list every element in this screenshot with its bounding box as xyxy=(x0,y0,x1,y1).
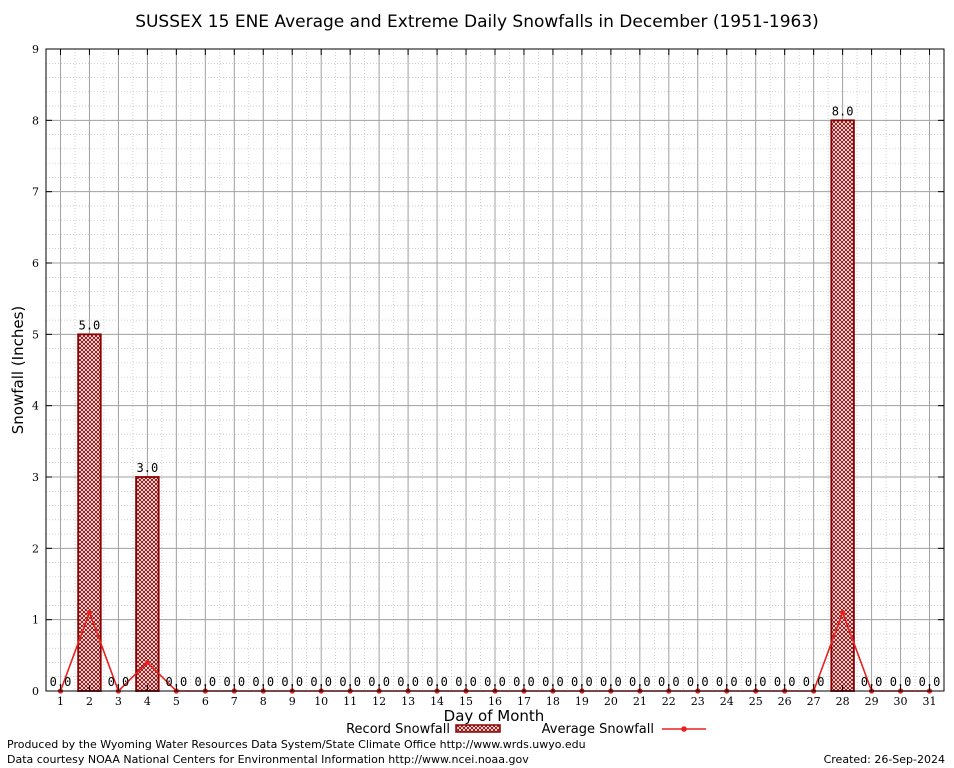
bar-value-label: 0.0 xyxy=(861,675,883,689)
x-tick-label: 18 xyxy=(546,695,560,708)
bar-value-label: 0.0 xyxy=(658,675,680,689)
bar-value-label: 0.0 xyxy=(600,675,622,689)
x-tick-label: 25 xyxy=(749,695,763,708)
x-tick-label: 8 xyxy=(260,695,267,708)
bar-value-label: 8.0 xyxy=(832,104,854,118)
x-tick-label: 13 xyxy=(401,695,415,708)
x-tick-label: 20 xyxy=(604,695,618,708)
bar-value-label: 0.0 xyxy=(890,675,912,689)
bar-value-label: 0.0 xyxy=(339,675,361,689)
footer-produced-by: Produced by the Wyoming Water Resources … xyxy=(7,738,586,751)
x-tick-label: 10 xyxy=(314,695,328,708)
legend: Record Snowfall Average Snowfall xyxy=(346,722,706,737)
bar-value-label: 0.0 xyxy=(281,675,303,689)
x-tick-label: 2 xyxy=(86,695,93,708)
bar-value-label: 0.0 xyxy=(629,675,651,689)
bar-value-label: 0.0 xyxy=(108,675,130,689)
x-tick-label: 17 xyxy=(517,695,531,708)
footer-created: Created: 26-Sep-2024 xyxy=(824,753,945,766)
legend-record-swatch xyxy=(455,724,501,733)
bar-value-label: 3.0 xyxy=(137,461,159,475)
bars-layer xyxy=(77,119,855,692)
bar-value-label: 0.0 xyxy=(745,675,767,689)
x-tick-label: 22 xyxy=(662,695,676,708)
x-tick-label: 4 xyxy=(144,695,151,708)
x-tick-label: 29 xyxy=(865,695,879,708)
x-tick-label: 21 xyxy=(633,695,647,708)
bar-value-label: 0.0 xyxy=(513,675,535,689)
y-tick-label: 2 xyxy=(32,542,39,555)
bar-value-label: 0.0 xyxy=(223,675,245,689)
y-tick-label: 8 xyxy=(32,114,39,127)
bar-value-label: 0.0 xyxy=(50,675,72,689)
y-tick-label: 6 xyxy=(32,257,39,270)
bar-record-day-28 xyxy=(830,119,855,692)
x-tick-label: 9 xyxy=(289,695,296,708)
footer-data-courtesy: Data courtesy NOAA National Centers for … xyxy=(7,753,529,766)
bar-value-label: 0.0 xyxy=(774,675,796,689)
bar-value-label: 0.0 xyxy=(310,675,332,689)
bar-value-label: 0.0 xyxy=(687,675,709,689)
bar-value-label: 0.0 xyxy=(484,675,506,689)
x-tick-label: 31 xyxy=(923,695,937,708)
average-point-day-4 xyxy=(144,659,150,666)
bar-value-label: 0.0 xyxy=(803,675,825,689)
y-tick-label: 4 xyxy=(32,400,39,413)
x-tick-label: 7 xyxy=(231,695,238,708)
bar-value-label: 0.0 xyxy=(919,675,941,689)
x-tick-label: 14 xyxy=(430,695,444,708)
x-tick-label: 11 xyxy=(343,695,357,708)
bar-value-label: 0.0 xyxy=(716,675,738,689)
bar-value-label: 0.0 xyxy=(368,675,390,689)
bar-value-label: 0.0 xyxy=(571,675,593,689)
x-tick-label: 26 xyxy=(778,695,792,708)
x-tick-label: 15 xyxy=(459,695,473,708)
x-tick-label: 23 xyxy=(691,695,705,708)
legend-average-label: Average Snowfall xyxy=(542,722,654,737)
y-tick-label: 9 xyxy=(32,43,39,56)
legend-record-label: Record Snowfall xyxy=(346,722,450,737)
bar-value-label: 0.0 xyxy=(194,675,216,689)
bar-record-day-4 xyxy=(135,476,160,692)
x-tick-label: 3 xyxy=(115,695,122,708)
x-tick-label: 30 xyxy=(894,695,908,708)
y-tick-label: 3 xyxy=(32,471,39,484)
y-tick-label: 0 xyxy=(32,685,39,698)
y-axis-label: Snowfall (Inches) xyxy=(9,306,27,434)
bar-value-label: 0.0 xyxy=(252,675,274,689)
grid-layer xyxy=(45,48,945,692)
bar-record-day-2 xyxy=(77,333,102,692)
average-point-day-2 xyxy=(86,609,93,616)
data-labels-layer: 0.0 5.0 0.0 3.0 0.0 0.0 0.0 0.0 0.0 0.0 0.0 0.0 0.0 0… xyxy=(50,104,941,689)
x-tick-label: 5 xyxy=(173,695,180,708)
bar-value-label: 5.0 xyxy=(79,318,101,332)
bar-value-label: 0.0 xyxy=(426,675,448,689)
x-tick-label: 28 xyxy=(836,695,850,708)
x-tick-label: 12 xyxy=(372,695,386,708)
y-tick-label: 1 xyxy=(32,614,39,627)
average-point-day-28 xyxy=(840,609,846,616)
x-tick-label: 24 xyxy=(720,695,734,708)
x-tick-label: 27 xyxy=(807,695,821,708)
bar-value-label: 0.0 xyxy=(542,675,564,689)
y-tick-label: 5 xyxy=(32,328,39,341)
bar-value-label: 0.0 xyxy=(397,675,419,689)
legend-average-marker xyxy=(681,726,687,732)
x-axis-label: Day of Month xyxy=(444,707,545,725)
y-tick-label: 7 xyxy=(32,186,39,199)
chart-title: SUSSEX 15 ENE Average and Extreme Daily … xyxy=(135,12,819,32)
bar-value-label: 0.0 xyxy=(166,675,188,689)
x-tick-label: 19 xyxy=(575,695,589,708)
x-tick-label: 16 xyxy=(488,695,502,708)
x-tick-label: 1 xyxy=(57,695,64,708)
x-tick-label: 6 xyxy=(202,695,209,708)
bar-value-label: 0.0 xyxy=(455,675,477,689)
